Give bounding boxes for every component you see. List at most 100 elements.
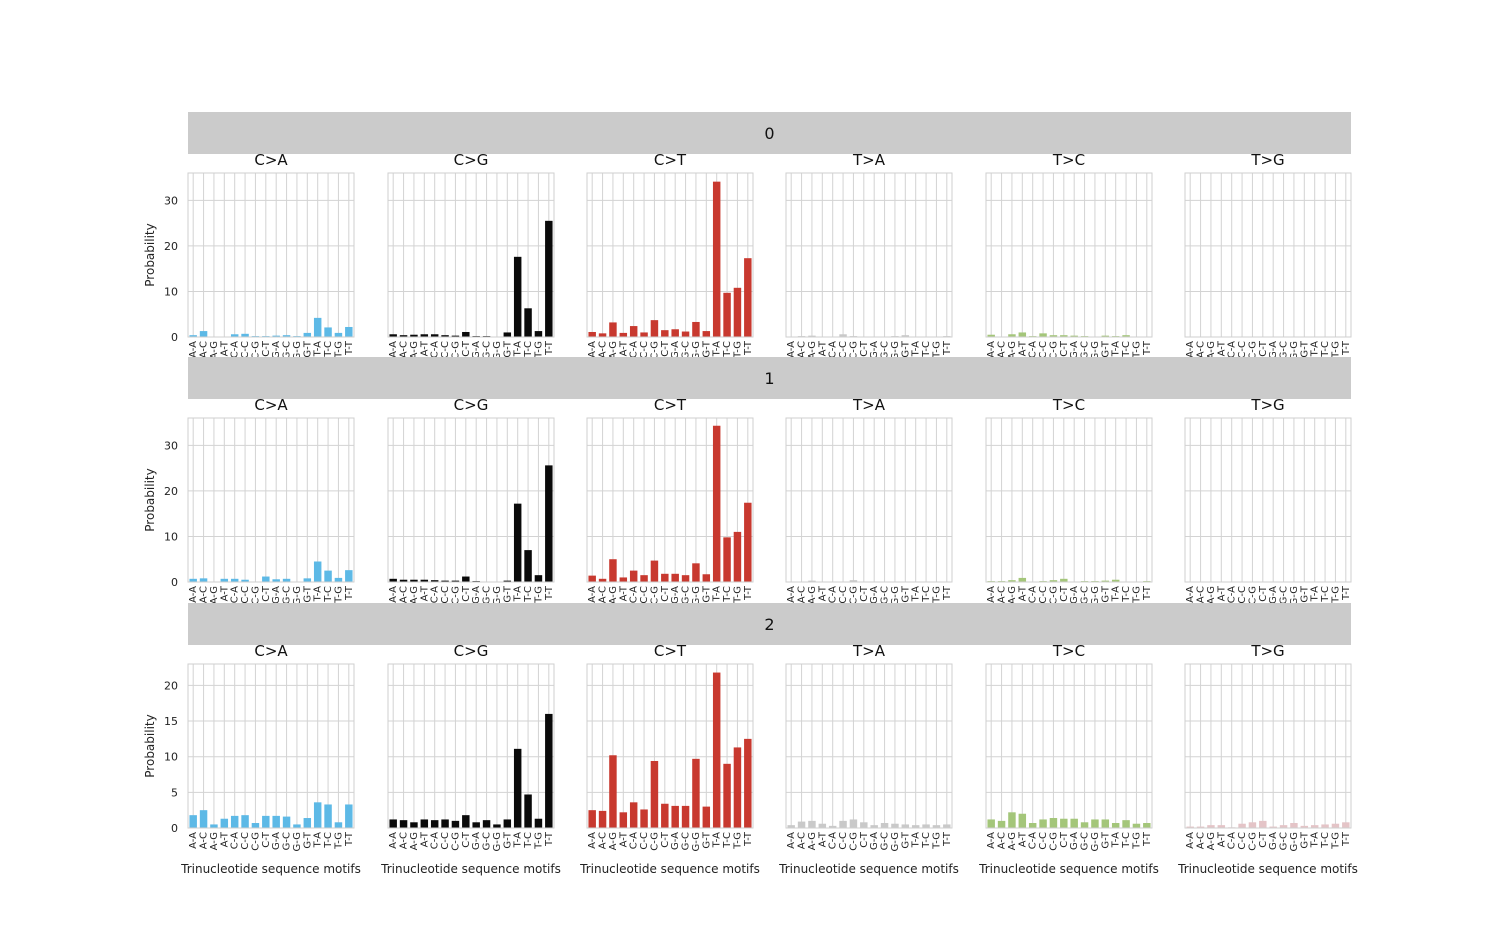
bar-C>G-T-G <box>534 818 543 828</box>
motif-tick-label: C-A <box>629 832 640 849</box>
bar-C>A-C-C <box>241 333 249 337</box>
motif-tick-label: C-G <box>649 832 660 851</box>
motif-tick-label: G-G <box>691 341 702 360</box>
motif-tick-label: G-T <box>900 585 911 602</box>
motif-tick-label: C-C <box>1038 832 1049 850</box>
motif-tick-label: T-C <box>921 586 932 603</box>
motif-tick-label: T-C <box>323 832 334 849</box>
motif-tick-label: A-T <box>817 831 828 847</box>
bar-T>G-C-C <box>1238 823 1246 828</box>
motif-tick-label: A-G <box>1206 586 1217 604</box>
bar-C>G-T-T <box>545 713 553 828</box>
bar-C>A-C-G <box>251 823 260 828</box>
motif-tick-label: T-C <box>921 832 932 849</box>
bar-T>G-T-T <box>1342 822 1350 828</box>
motif-tick-label: A-A <box>188 832 199 849</box>
motif-tick-label: G-G <box>1090 586 1101 605</box>
bar-C>A-A-C <box>199 331 208 337</box>
y-tick-label: 10 <box>164 285 178 298</box>
motif-tick-label: T-G <box>1330 586 1341 604</box>
bar-C>T-C-T <box>661 803 669 828</box>
panel-T>C: T>CA-A A-C A-G A-T C-A C-C C-G C-T G-A G-C G-G G-T T… <box>985 151 1153 360</box>
y-tick-label: 5 <box>171 786 178 799</box>
motif-tick-label: A-T <box>419 831 430 847</box>
bar-T>C-C-G <box>1049 580 1058 582</box>
bar-C>A-G-T <box>303 818 312 828</box>
bar-T>C-G-T <box>1101 819 1110 828</box>
panel-frame <box>985 172 1153 338</box>
bar-C>G-A-A <box>389 819 397 828</box>
motif-tick-label: A-A <box>388 832 399 849</box>
bar-T>C-A-A <box>987 334 995 337</box>
bar-T>A-G-T <box>901 824 910 828</box>
x-axis-label: Trinucleotide sequence motifs <box>978 862 1159 876</box>
motif-tick-label: T-G <box>533 341 544 359</box>
motif-tick-label: A-A <box>388 586 399 603</box>
motif-tick-label: C-A <box>1028 586 1039 603</box>
bar-C>A-T-C <box>324 570 332 582</box>
bar-C>A-T-T <box>345 326 353 337</box>
bar-C>G-A-G <box>410 579 418 582</box>
motif-tick-label: T-T <box>942 340 953 356</box>
motif-tick-label: C-T <box>660 340 671 357</box>
motif-tick-label: C-G <box>250 341 261 360</box>
bar-T>C-T-C <box>1122 335 1130 337</box>
y-tick-label: 0 <box>171 576 178 589</box>
group-title: 1 <box>764 369 774 388</box>
motif-tick-label: G-C <box>282 586 293 604</box>
bar-C>T-C-A <box>629 802 638 828</box>
group-2: 2C>AA-A A-C A-G A-T C-A C-C C-G C-T G-A G-C G-G G-T… <box>143 603 1358 876</box>
bar-C>T-G-C <box>681 331 690 337</box>
motif-tick-label: T-G <box>333 832 344 850</box>
motif-tick-label: C-G <box>250 832 261 851</box>
motif-tick-label: G-A <box>471 341 482 359</box>
motif-tick-label: A-T <box>1017 585 1028 601</box>
motif-tick-label: C-G <box>1247 586 1258 605</box>
bar-C>A-T-C <box>324 327 332 337</box>
bar-C>G-G-T <box>503 819 512 828</box>
motif-tick-label: G-G <box>492 341 503 360</box>
motif-tick-label: G-C <box>1279 832 1290 850</box>
motif-tick-label: G-C <box>282 341 293 359</box>
motif-tick-label: C-G <box>1048 586 1059 605</box>
bar-C>A-C-T <box>262 576 270 582</box>
motif-tick-label: T-A <box>911 586 922 603</box>
motif-tick-label: G-T <box>900 831 911 848</box>
bar-C>A-G-A <box>272 579 280 582</box>
panel-T>G: T>GA-A A-C A-G A-T C-A C-C C-G C-T G-A G-C G-G G-T T… <box>1177 642 1358 876</box>
panel-T>A: T>AA-A A-C A-G A-T C-A C-C C-G C-T G-A G-C G-G G-T T… <box>778 642 959 876</box>
motif-tick-label: A-C <box>997 341 1008 358</box>
motif-tick-label: G-A <box>1069 586 1080 604</box>
bar-C>T-G-A <box>671 805 679 828</box>
motif-tick-label: C-T <box>1059 340 1070 357</box>
motif-tick-label: T-T <box>1341 831 1352 847</box>
panel-title: T>C <box>1052 642 1085 660</box>
y-axis-label: Probability <box>143 223 157 286</box>
motif-tick-label: T-T <box>344 831 355 847</box>
panel-title: C>G <box>454 396 489 414</box>
y-tick-label: 0 <box>171 331 178 344</box>
motif-tick-label: C-A <box>828 341 839 358</box>
motif-tick-label: C-G <box>450 341 461 360</box>
bar-C>T-T-C <box>723 763 731 828</box>
motif-tick-label: T-T <box>544 340 555 356</box>
motif-tick-label: C-C <box>639 586 650 604</box>
panel-T>G: T>GA-A A-C A-G A-T C-A C-C C-G C-T G-A G-C G-G G-T T… <box>1184 151 1352 360</box>
motif-tick-label: A-C <box>797 586 808 603</box>
bar-C>G-T-T <box>545 465 553 582</box>
motif-tick-label: G-G <box>890 341 901 360</box>
bar-C>G-G-T <box>503 332 512 337</box>
motif-tick-label: A-T <box>1216 340 1227 356</box>
bar-C>A-G-C <box>282 816 291 828</box>
bar-C>G-A-A <box>389 578 397 582</box>
panel-frame <box>187 417 355 583</box>
motif-tick-label: C-G <box>1247 341 1258 360</box>
motif-tick-label: A-C <box>1196 341 1207 358</box>
bar-C>A-T-A <box>313 561 322 582</box>
motif-tick-label: A-T <box>618 585 629 601</box>
motif-tick-label: T-C <box>722 341 733 358</box>
motif-tick-label: G-A <box>1069 341 1080 359</box>
bar-T>C-G-G <box>1091 819 1099 828</box>
panel-title: T>G <box>1250 396 1284 414</box>
panel-frame <box>1184 417 1352 583</box>
